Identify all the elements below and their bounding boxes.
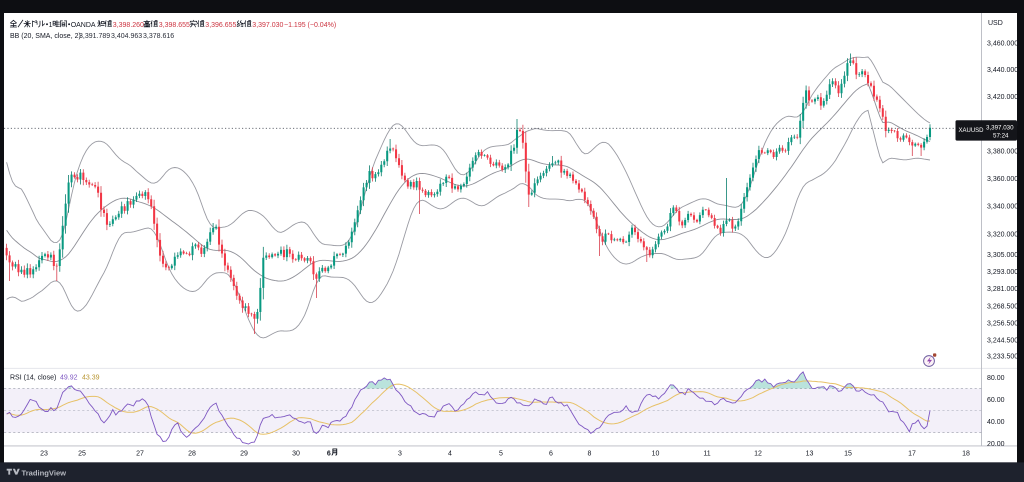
svg-text:USD: USD <box>988 20 1003 27</box>
svg-text:OANDA: OANDA <box>71 22 96 29</box>
svg-text:3,233.500: 3,233.500 <box>987 353 1018 360</box>
svg-text:3,293.000: 3,293.000 <box>987 269 1018 276</box>
svg-text:28: 28 <box>188 451 196 458</box>
svg-text:30: 30 <box>292 451 300 458</box>
svg-text:3,397.030: 3,397.030 <box>986 124 1014 131</box>
svg-text:3,397.030: 3,397.030 <box>252 22 283 29</box>
svg-text:11: 11 <box>703 451 710 458</box>
svg-text:3,396.655: 3,396.655 <box>205 22 236 29</box>
svg-text:6: 6 <box>549 451 553 458</box>
svg-text:80.00: 80.00 <box>987 375 1005 382</box>
svg-text:RSI (14, close): RSI (14, close) <box>10 374 56 381</box>
svg-text:3,305.000: 3,305.000 <box>987 252 1018 259</box>
svg-text:6: 6 <box>327 451 331 458</box>
svg-text:3,460.000: 3,460.000 <box>987 40 1018 47</box>
svg-text:3,281.000: 3,281.000 <box>987 286 1018 293</box>
svg-text:BB (20, SMA, close, 2): BB (20, SMA, close, 2) <box>10 33 81 40</box>
svg-text:20.00: 20.00 <box>987 441 1005 448</box>
svg-text:10: 10 <box>652 451 660 458</box>
svg-text:4: 4 <box>448 451 452 458</box>
svg-text:3: 3 <box>398 451 402 458</box>
svg-text:23: 23 <box>40 451 48 458</box>
svg-text:XAUUSD: XAUUSD <box>959 128 985 134</box>
svg-text:18: 18 <box>962 451 970 458</box>
svg-text:57:24: 57:24 <box>993 133 1009 140</box>
svg-text:5: 5 <box>499 451 503 458</box>
svg-text:3,404.963: 3,404.963 <box>111 33 142 40</box>
svg-text:40.00: 40.00 <box>987 419 1005 426</box>
svg-text:25: 25 <box>78 451 86 458</box>
svg-text:3,440.000: 3,440.000 <box>987 67 1018 74</box>
svg-text:43.39: 43.39 <box>82 374 100 381</box>
svg-text:3,398.260: 3,398.260 <box>113 22 144 29</box>
svg-text:29: 29 <box>240 451 248 458</box>
svg-text:3,320.000: 3,320.000 <box>987 231 1018 238</box>
svg-text:3,340.000: 3,340.000 <box>987 204 1018 211</box>
svg-text:60.00: 60.00 <box>987 397 1005 404</box>
svg-text:3,420.000: 3,420.000 <box>987 94 1018 101</box>
svg-text:3,378.616: 3,378.616 <box>143 33 174 40</box>
svg-text:27: 27 <box>136 451 144 458</box>
svg-text:3,360.000: 3,360.000 <box>987 176 1018 183</box>
svg-text:17: 17 <box>908 451 916 458</box>
svg-text:8: 8 <box>588 451 592 458</box>
svg-text:49.92: 49.92 <box>60 374 78 381</box>
svg-text:3,391.789: 3,391.789 <box>79 33 110 40</box>
svg-text:3,268.500: 3,268.500 <box>987 304 1018 311</box>
svg-text:−1.195 (−0.04%): −1.195 (−0.04%) <box>284 22 336 29</box>
svg-text:15: 15 <box>844 451 852 458</box>
svg-text:3,256.500: 3,256.500 <box>987 321 1018 328</box>
svg-text:3,244.500: 3,244.500 <box>987 338 1018 345</box>
svg-text:3,380.000: 3,380.000 <box>987 149 1018 156</box>
svg-text:13: 13 <box>806 451 814 458</box>
svg-text:1: 1 <box>49 22 53 29</box>
svg-text:TradingView: TradingView <box>22 468 67 477</box>
svg-text:3,398.655: 3,398.655 <box>159 22 190 29</box>
svg-text:12: 12 <box>754 451 762 458</box>
